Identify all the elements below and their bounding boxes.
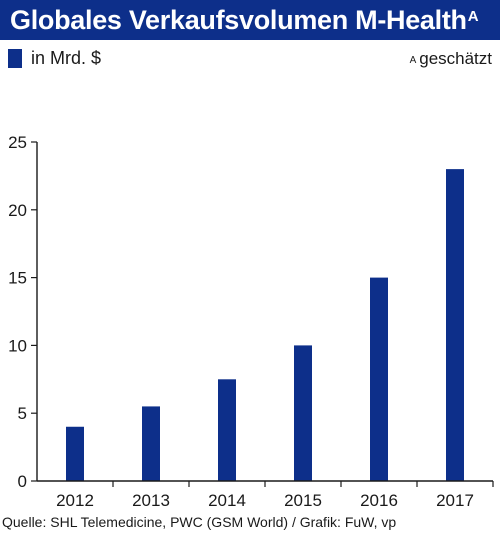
chart-title-text: Globales Verkaufsvolumen M-Health (10, 5, 467, 35)
footnote-text: geschätzt (419, 49, 492, 68)
y-tick-label: 10 (8, 336, 27, 355)
bars (66, 169, 464, 481)
source-note: Quelle: SHL Telemedicine, PWC (GSM World… (2, 514, 397, 530)
y-tick-label: 5 (18, 404, 27, 423)
y-tick-label: 0 (18, 472, 27, 491)
bar-2012 (66, 426, 84, 481)
legend-swatch (8, 49, 22, 68)
title-bar: Globales Verkaufsvolumen M-HealthA (0, 0, 500, 40)
footnote-marker: A (409, 55, 417, 66)
y-tick-label: 25 (8, 133, 27, 152)
x-axis-ticks: 2012 2013 2014 2015 2016 2017 (56, 481, 494, 510)
bar-2013 (142, 406, 160, 481)
x-tick-label: 2017 (436, 491, 474, 510)
x-tick-label: 2015 (284, 491, 322, 510)
y-tick-label: 20 (8, 201, 27, 220)
y-tick-label: 15 (8, 269, 27, 288)
y-axis-ticks: 0 5 10 15 20 25 (8, 133, 37, 491)
chart-title: Globales Verkaufsvolumen M-HealthA (10, 3, 479, 37)
title-footnote-marker: A (467, 8, 479, 25)
bar-2015 (294, 345, 312, 481)
x-tick-label: 2012 (56, 491, 94, 510)
bar-2017 (446, 169, 464, 481)
bar-2014 (218, 379, 236, 481)
legend-label: in Mrd. $ (31, 48, 102, 68)
x-tick-label: 2013 (132, 491, 170, 510)
x-tick-label: 2014 (208, 491, 246, 510)
bar-2016 (370, 277, 388, 481)
x-tick-label: 2016 (360, 491, 398, 510)
